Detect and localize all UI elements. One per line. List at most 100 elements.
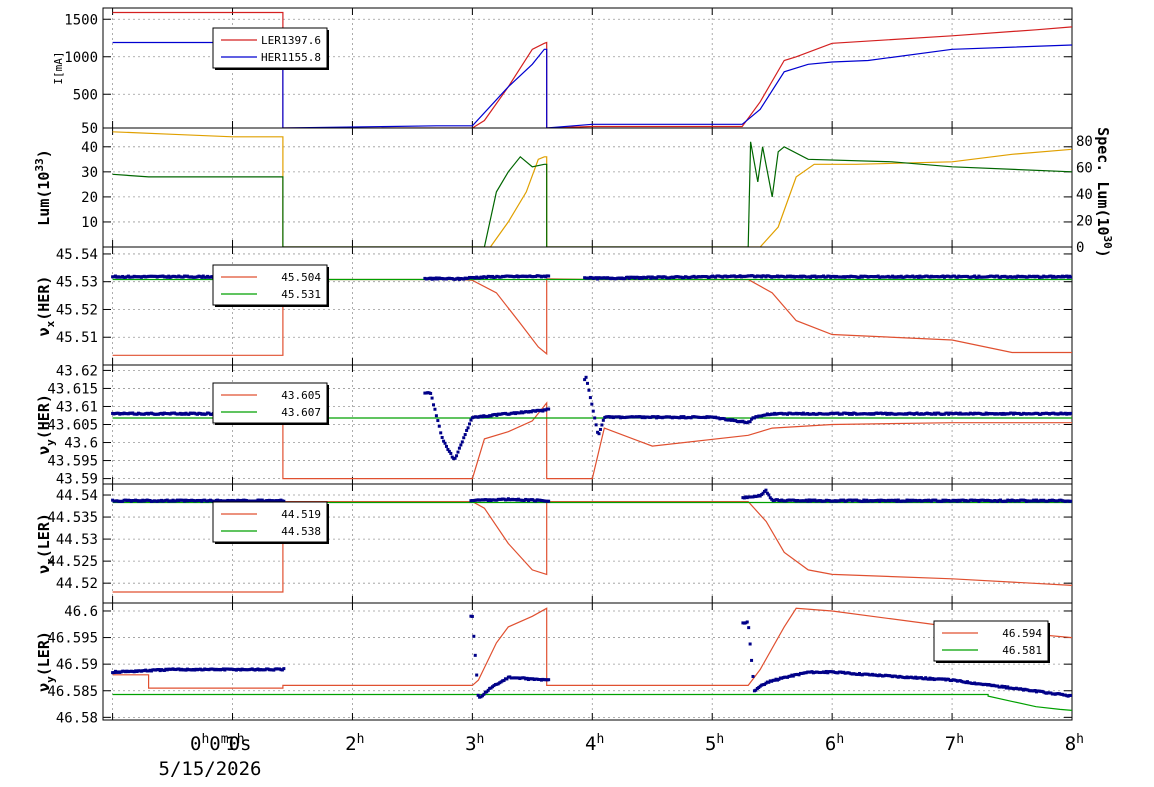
- x-tick-label: 1h: [225, 732, 244, 755]
- legend: 43.605 43.607: [212, 382, 329, 425]
- y-tick-label: 46.59: [56, 657, 98, 673]
- data-point: [1069, 499, 1072, 503]
- y-tick-label: 40: [81, 140, 98, 156]
- data-point: [462, 436, 466, 440]
- legend-box: [212, 264, 328, 306]
- panel-luminosity: 10 20 30 40 Lum(1033) 0 20 40 60 80 Spec. Lum(1030…: [33, 127, 1114, 258]
- data-point: [443, 441, 447, 445]
- y-axis-label: νy(LER): [35, 631, 57, 692]
- panel-frame: [102, 602, 1073, 721]
- data-point: [432, 403, 436, 407]
- data-point: [600, 423, 604, 427]
- panel-nux_her: 45.51 45.52 45.53 45.54 νx(HER) 45.504 45.531: [35, 246, 1073, 366]
- y-tick-label: 1000: [64, 50, 98, 66]
- data-point: [547, 274, 551, 278]
- legend: 44.519 44.538: [212, 501, 329, 544]
- legend-value: 46.594: [1002, 627, 1042, 640]
- y-tick-label: 43.6: [64, 436, 98, 452]
- legend-value: 44.519: [281, 508, 321, 521]
- x-tick-label: 0h0m0s: [190, 732, 251, 755]
- series-line-ler: [112, 11, 1072, 128]
- data-point: [463, 433, 467, 437]
- legend-value: 45.504: [281, 271, 321, 284]
- data-point: [470, 614, 474, 618]
- data-point: [594, 423, 598, 427]
- y-tick-label: 30: [81, 165, 98, 181]
- data-point: [433, 407, 437, 411]
- legend-box: [933, 620, 1049, 662]
- series-line-0: [112, 401, 1072, 480]
- y2-tick-label: 40: [1076, 187, 1093, 203]
- data-point: [588, 396, 592, 400]
- data-point: [748, 642, 752, 646]
- y-tick-label: 10: [81, 215, 98, 231]
- data-point: [459, 443, 463, 447]
- data-point: [449, 451, 453, 455]
- plot-area: [111, 488, 1072, 593]
- data-point: [465, 428, 469, 432]
- y2-tick-label: 60: [1076, 161, 1093, 177]
- y-tick-label: 46.6: [64, 604, 98, 620]
- y-tick-label: 44.54: [56, 488, 98, 504]
- y-tick-label: 46.585: [47, 684, 98, 700]
- data-point: [437, 424, 441, 428]
- data-point: [754, 688, 758, 692]
- y-tick-label: 43.595: [47, 454, 98, 470]
- legend-value: 46.581: [1002, 644, 1042, 657]
- y-tick-label: 44.53: [56, 532, 98, 548]
- panel-nux_ler: 44.52 44.525 44.53 44.535 44.54 νx(LER) 44.519…: [35, 483, 1073, 604]
- y-tick-label: 43.62: [56, 363, 98, 379]
- data-point: [767, 493, 771, 497]
- y-tick-label: 50: [81, 121, 98, 137]
- data-point: [601, 418, 605, 422]
- x-tick-label: 4h: [585, 732, 604, 755]
- data-point: [473, 653, 477, 657]
- data-point: [469, 418, 473, 422]
- x-tick-label: 2h: [345, 732, 364, 755]
- y-tick-label: 43.61: [56, 399, 98, 415]
- y-tick-label: 44.535: [47, 510, 98, 526]
- data-point: [547, 499, 551, 503]
- legend-box: [212, 501, 328, 543]
- data-point: [547, 678, 551, 682]
- legend: 45.504 45.531: [212, 264, 329, 307]
- data-point: [590, 402, 594, 406]
- data-point: [598, 427, 602, 431]
- data-point: [453, 456, 457, 460]
- y-axis-label: I[mA]: [52, 51, 65, 84]
- panel-nuy_her: 43.59 43.595 43.6 43.605 43.61 43.615 43.62 νy(…: [35, 363, 1073, 488]
- data-point: [751, 674, 755, 678]
- data-point: [764, 488, 768, 492]
- y-tick-label: 45.54: [56, 247, 98, 263]
- legend-box: [212, 382, 328, 424]
- data-point: [584, 375, 588, 379]
- legend-value: 45.531: [281, 288, 321, 301]
- y-axis-label: νx(HER): [35, 276, 57, 337]
- data-point: [747, 626, 751, 630]
- data-point: [591, 409, 595, 413]
- y-axis-label: νx(LER): [35, 513, 57, 574]
- data-point: [486, 688, 490, 692]
- data-point: [440, 435, 444, 439]
- data-point: [434, 414, 438, 418]
- data-point: [446, 447, 450, 451]
- data-point: [583, 378, 587, 382]
- y-tick-label: 43.605: [47, 418, 98, 434]
- y-axis-label: νy(HER): [35, 394, 57, 455]
- data-point: [502, 678, 506, 682]
- legend-value: 43.605: [281, 389, 321, 402]
- series-line-1: [112, 141, 1072, 247]
- data-point: [436, 419, 440, 423]
- legend-value: 43.607: [281, 406, 321, 419]
- y2-tick-label: 20: [1076, 214, 1093, 230]
- x-tick-label: 5h: [705, 732, 724, 755]
- data-point: [460, 440, 464, 444]
- data-point: [450, 455, 454, 459]
- data-point: [586, 381, 589, 385]
- y-tick-label: 46.58: [56, 710, 98, 726]
- data-point: [476, 693, 480, 697]
